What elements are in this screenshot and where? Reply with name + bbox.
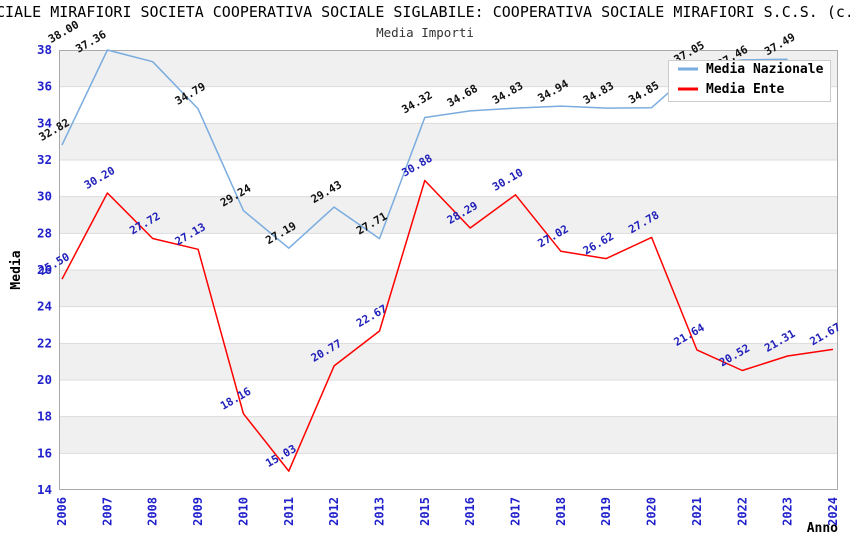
plot-border (59, 50, 838, 490)
x-tick-label: 2006 (55, 497, 69, 526)
y-tick-label: 32 (37, 152, 52, 167)
legend-label-media-nazionale: Media Nazionale (706, 62, 824, 77)
grid-band (59, 123, 838, 160)
x-tick-label: 2016 (463, 497, 477, 526)
series-line-media-nazionale (61, 49, 788, 249)
grid-band (59, 196, 838, 234)
grid-band (59, 416, 838, 454)
grid-band (59, 343, 838, 380)
point-label: 34.32 (399, 89, 434, 117)
x-tick-label: 2012 (327, 497, 341, 526)
y-tick-label: 14 (37, 482, 52, 497)
x-tick-label: 2013 (372, 497, 386, 526)
x-tick-label: 2020 (645, 497, 659, 526)
x-tick-label: 2023 (781, 497, 795, 526)
x-tick-label: 2010 (236, 497, 250, 526)
x-tick-label: 2009 (191, 497, 205, 526)
y-tick-label: 20 (37, 372, 52, 387)
point-label: 30.10 (490, 166, 525, 194)
y-tick-label: 16 (37, 445, 52, 460)
chart-title: CIALE MIRAFIORI SOCIETA COOPERATIVA SOCI… (0, 3, 850, 21)
y-tick-label: 28 (37, 225, 52, 240)
y-axis-title: Media (9, 250, 24, 289)
point-label: 26.62 (581, 230, 616, 258)
x-tick-label: 2021 (690, 497, 704, 526)
y-tick-label: 24 (37, 299, 52, 314)
chart-subtitle: Media Importi (376, 25, 474, 40)
x-axis-title: Anno (807, 521, 838, 536)
x-tick-label: 2024 (826, 497, 840, 526)
x-tick-label: 2007 (100, 497, 114, 526)
y-tick-label: 18 (37, 409, 52, 424)
legend-box (668, 60, 831, 102)
x-tick-label: 2018 (554, 497, 568, 526)
point-label: 30.20 (82, 164, 117, 192)
y-tick-label: 38 (37, 42, 52, 57)
y-tick-label: 36 (37, 79, 52, 94)
x-tick-label: 2015 (418, 497, 432, 526)
y-tick-label: 26 (37, 262, 52, 277)
y-tick-label: 34 (37, 115, 52, 130)
series-line-media-ente (61, 179, 834, 472)
x-tick-label: 2017 (509, 497, 523, 526)
x-tick-label: 2008 (146, 497, 160, 526)
grid-band (59, 270, 838, 307)
y-tick-label: 30 (37, 189, 52, 204)
x-tick-label: 2011 (282, 497, 296, 526)
x-tick-label: 2022 (735, 497, 749, 526)
legend-label-media-ente: Media Ente (706, 82, 784, 97)
x-tick-label: 2019 (599, 497, 613, 526)
y-tick-label: 22 (37, 335, 52, 350)
